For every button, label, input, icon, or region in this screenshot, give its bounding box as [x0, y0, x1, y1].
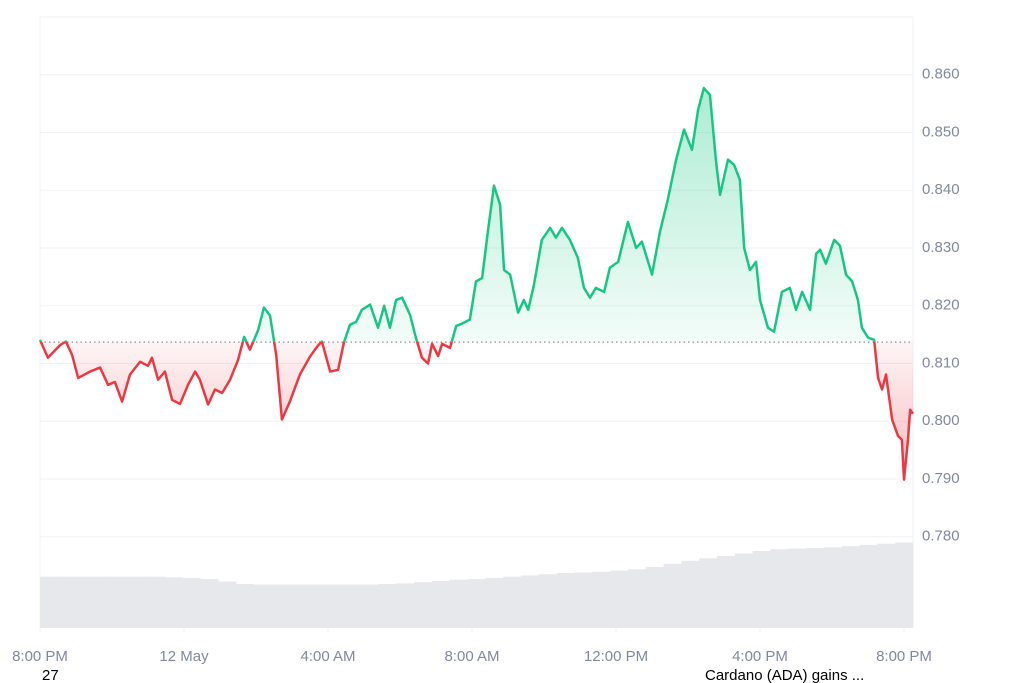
- y-tick-label: 0.790: [922, 470, 960, 487]
- volume-bar: [752, 551, 771, 628]
- volume-bar: [57, 576, 76, 628]
- volume-bar: [235, 584, 255, 628]
- volume-bar: [378, 584, 397, 628]
- volume-bar: [823, 547, 843, 628]
- y-tick-label: 0.800: [922, 412, 960, 429]
- volume-bar: [556, 573, 575, 628]
- volume-bar: [574, 572, 593, 628]
- volume-bar: [841, 546, 860, 628]
- volume-bar: [40, 576, 59, 628]
- volume-bar: [200, 579, 219, 628]
- volume-bar: [218, 581, 237, 628]
- volume-bar: [877, 543, 896, 628]
- price-line: [38, 86, 915, 481]
- volume-bar: [325, 584, 344, 628]
- x-tick-label: 8:00 PM: [876, 648, 932, 665]
- y-tick-label: 0.850: [922, 123, 960, 140]
- x-tick-label: 4:00 AM: [300, 648, 355, 665]
- volume-bar: [289, 584, 308, 628]
- volume-bar: [360, 584, 379, 628]
- volume-bar: [521, 575, 540, 628]
- footer-right: Cardano (ADA) gains ...: [705, 667, 864, 683]
- volume-bar: [699, 558, 718, 628]
- volume-bar: [271, 584, 290, 628]
- volume-bar: [503, 576, 522, 628]
- volume-bar: [253, 584, 272, 628]
- x-tick-label: 12:00 PM: [584, 648, 648, 665]
- volume-bar: [164, 577, 183, 628]
- y-tick-label: 0.780: [922, 528, 960, 545]
- y-tick-label: 0.830: [922, 239, 960, 256]
- y-tick-label: 0.860: [922, 66, 960, 83]
- volume-bar: [75, 576, 94, 628]
- volume-bar: [307, 584, 326, 628]
- x-tick-label: 12 May: [159, 648, 209, 665]
- volume-bar: [645, 566, 664, 628]
- volume-bar: [111, 576, 130, 628]
- volume-bar: [770, 549, 789, 628]
- y-tick-label: 0.840: [922, 181, 960, 198]
- volume-bar: [895, 542, 914, 628]
- volume-bar: [717, 555, 736, 628]
- volume-bar: [734, 553, 753, 628]
- volume-bar: [93, 576, 112, 628]
- x-tick-label: 8:00 PM: [12, 648, 68, 665]
- volume-bar: [663, 563, 682, 628]
- y-tick-label: 0.820: [922, 297, 960, 314]
- volume-bar: [342, 584, 361, 628]
- volume-bar: [627, 569, 647, 628]
- volume-bar: [396, 583, 415, 628]
- volume-bar: [788, 548, 807, 628]
- volume-bar: [182, 577, 201, 628]
- volume-bar: [806, 547, 825, 628]
- volume-bar: [146, 576, 166, 628]
- volume-bar: [538, 574, 557, 628]
- volume-bar: [485, 577, 504, 628]
- volume-bar: [431, 580, 451, 628]
- volume-bar: [681, 560, 700, 628]
- x-tick-label: 8:00 AM: [444, 648, 499, 665]
- volume-bar: [592, 571, 611, 628]
- footer-left: 27: [42, 667, 59, 683]
- volume-bar: [610, 570, 629, 628]
- volume-bar: [449, 579, 468, 628]
- volume-bar: [467, 579, 486, 628]
- x-tick-label: 4:00 PM: [732, 648, 788, 665]
- volume-bar: [129, 576, 148, 628]
- y-tick-label: 0.810: [922, 354, 960, 371]
- volume-bar: [859, 544, 878, 628]
- volume-bar: [414, 582, 433, 628]
